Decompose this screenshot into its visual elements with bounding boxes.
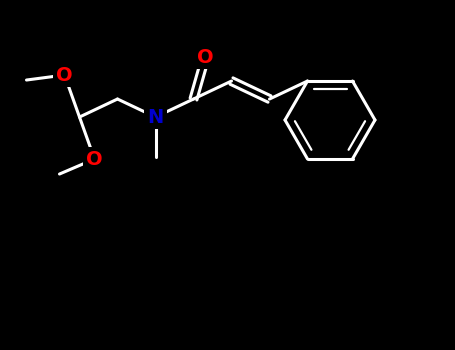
Text: O: O [56, 65, 73, 85]
Text: O: O [86, 149, 103, 169]
Text: O: O [197, 48, 214, 66]
Text: N: N [147, 107, 164, 127]
